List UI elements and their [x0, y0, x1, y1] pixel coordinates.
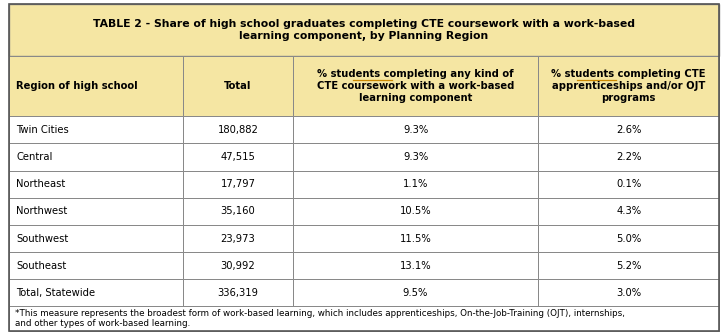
- Text: Region of high school: Region of high school: [16, 81, 138, 91]
- Bar: [183, 225, 293, 252]
- Bar: [293, 225, 538, 252]
- Bar: [538, 56, 719, 116]
- Bar: [538, 116, 719, 143]
- Text: % students completing CTE
apprenticeships and/or OJT
programs: % students completing CTE apprenticeship…: [551, 69, 706, 103]
- Text: TABLE 2 - Share of high school graduates completing CTE coursework with a work-b: TABLE 2 - Share of high school graduates…: [93, 19, 635, 41]
- Text: Twin Cities: Twin Cities: [16, 125, 68, 135]
- Text: % students completing any kind of
CTE coursework with a work-based
learning comp: % students completing any kind of CTE co…: [317, 69, 514, 103]
- Bar: [9, 56, 183, 116]
- Text: Total: Total: [224, 81, 252, 91]
- Bar: [183, 252, 293, 279]
- Text: 10.5%: 10.5%: [400, 206, 431, 216]
- Bar: [183, 116, 293, 143]
- Text: 47,515: 47,515: [221, 152, 256, 162]
- Text: 5.2%: 5.2%: [616, 261, 641, 271]
- Text: 0.1%: 0.1%: [616, 179, 641, 189]
- Text: 2.2%: 2.2%: [616, 152, 641, 162]
- Bar: [293, 116, 538, 143]
- Bar: [183, 56, 293, 116]
- Text: 30,992: 30,992: [221, 261, 256, 271]
- Text: 11.5%: 11.5%: [400, 233, 432, 244]
- Text: Southeast: Southeast: [16, 261, 66, 271]
- Text: 13.1%: 13.1%: [400, 261, 431, 271]
- Bar: [538, 143, 719, 171]
- Text: 2.6%: 2.6%: [616, 125, 641, 135]
- Text: Total, Statewide: Total, Statewide: [16, 288, 95, 298]
- Bar: [9, 198, 183, 225]
- Text: 9.5%: 9.5%: [403, 288, 428, 298]
- Bar: [9, 225, 183, 252]
- Bar: [183, 198, 293, 225]
- Bar: [9, 279, 183, 307]
- Text: Southwest: Southwest: [16, 233, 68, 244]
- Bar: [538, 279, 719, 307]
- Text: 4.3%: 4.3%: [616, 206, 641, 216]
- Bar: [9, 307, 719, 331]
- Bar: [538, 252, 719, 279]
- Bar: [538, 198, 719, 225]
- Bar: [293, 171, 538, 198]
- Bar: [293, 252, 538, 279]
- Bar: [183, 143, 293, 171]
- Bar: [183, 171, 293, 198]
- Bar: [293, 143, 538, 171]
- Text: *This measure represents the broadest form of work-based learning, which include: *This measure represents the broadest fo…: [15, 309, 625, 328]
- Bar: [9, 171, 183, 198]
- Bar: [293, 56, 538, 116]
- Text: 9.3%: 9.3%: [403, 125, 428, 135]
- Bar: [538, 225, 719, 252]
- Bar: [183, 279, 293, 307]
- Bar: [9, 116, 183, 143]
- Text: Northeast: Northeast: [16, 179, 66, 189]
- Text: 336,319: 336,319: [218, 288, 258, 298]
- Text: 1.1%: 1.1%: [403, 179, 428, 189]
- Text: 23,973: 23,973: [221, 233, 256, 244]
- Text: 3.0%: 3.0%: [616, 288, 641, 298]
- Text: Central: Central: [16, 152, 52, 162]
- Text: 180,882: 180,882: [218, 125, 258, 135]
- Text: Northwest: Northwest: [16, 206, 67, 216]
- Text: 5.0%: 5.0%: [616, 233, 641, 244]
- Text: 9.3%: 9.3%: [403, 152, 428, 162]
- Bar: [9, 143, 183, 171]
- Text: 35,160: 35,160: [221, 206, 256, 216]
- Text: 17,797: 17,797: [221, 179, 256, 189]
- Bar: [9, 252, 183, 279]
- Bar: [293, 279, 538, 307]
- Bar: [9, 4, 719, 56]
- Bar: [538, 171, 719, 198]
- Bar: [293, 198, 538, 225]
